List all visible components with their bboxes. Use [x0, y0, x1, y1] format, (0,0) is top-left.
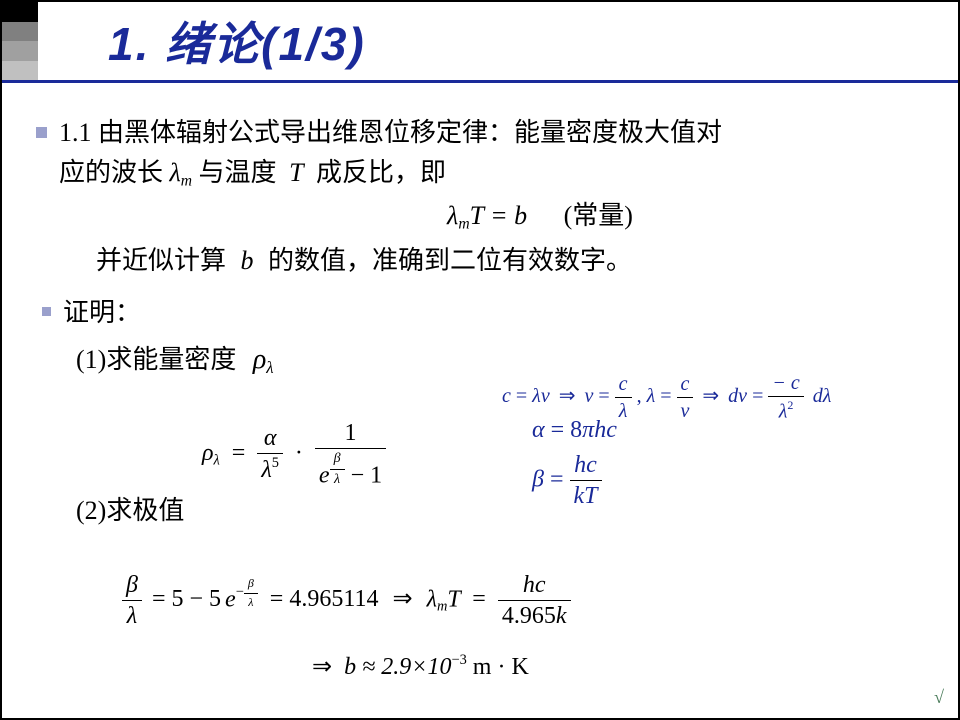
- p1-line2a: 应的波长: [59, 158, 163, 187]
- stripe-3: [2, 41, 38, 61]
- bullet-icon: [42, 307, 51, 316]
- slide: 1. 绪论(1/3) 1.1 由黑体辐射公式导出维恩位移定律：能量密度极大值对 …: [0, 0, 960, 720]
- title-bar: 1. 绪论(1/3): [2, 2, 958, 83]
- eq-alpha-def: α = 8πhc: [532, 417, 617, 444]
- step2-row: (2)求极值: [36, 491, 924, 531]
- eq-cv-relations: c = λv ⇒ v = cλ , λ = cv ⇒ dv = − cλ2 dλ: [502, 372, 831, 422]
- title-stripes: [2, 2, 38, 80]
- sym-b-1: b: [233, 246, 262, 275]
- stripe-4: [2, 61, 38, 81]
- stripe-1: [2, 2, 38, 22]
- p1-line1: 1.1 由黑体辐射公式导出维恩位移定律：能量密度极大值对: [59, 118, 722, 147]
- proof-label: 证明：: [63, 293, 141, 333]
- calc-a: 并近似计算: [96, 246, 226, 275]
- const-label: (常量): [534, 201, 633, 230]
- corner-check-icon: √: [934, 687, 944, 708]
- sym-rho-lambda-1: ρλ: [243, 344, 274, 375]
- proof-row: 证明：: [42, 293, 924, 333]
- eq-b-result: ⇒ b ≈ 2.9×10−3 m · K: [312, 652, 529, 681]
- item-1-1-text: 1.1 由黑体辐射公式导出维恩位移定律：能量密度极大值对 应的波长 λm 与温度…: [59, 113, 722, 194]
- step1-label: (1)求能量密度: [76, 345, 236, 374]
- calc-line: 并近似计算 b 的数值，准确到二位有效数字。: [36, 241, 924, 281]
- bullet-icon: [36, 127, 47, 138]
- step2-label: (2)求极值: [76, 496, 184, 525]
- slide-title: 1. 绪论(1/3): [38, 2, 958, 80]
- sym-lambda-m-1: λm: [170, 158, 193, 187]
- sym-T-1: T: [283, 158, 309, 187]
- slide-body: 1.1 由黑体辐射公式导出维恩位移定律：能量密度极大值对 应的波长 λm 与温度…: [2, 83, 958, 531]
- eq-lmTb: λmT = b: [447, 201, 534, 230]
- calc-b: 的数值，准确到二位有效数字。: [268, 246, 632, 275]
- p1-line2b: 与温度: [199, 158, 277, 187]
- stripe-2: [2, 22, 38, 42]
- eq-beta-def: β = hc kT: [532, 452, 602, 510]
- item-1-1: 1.1 由黑体辐射公式导出维恩位移定律：能量密度极大值对 应的波长 λm 与温度…: [36, 113, 924, 194]
- p1-line2c: 成反比，即: [316, 158, 446, 187]
- eq-extremum: β λ = 5 − 5e−βλ = 4.965114 ⇒ λmT = hc 4.…: [122, 572, 571, 630]
- eq-rho-lambda: ρλ = α λ5 · 1 eβλ − 1: [202, 420, 386, 489]
- eq-wien-law: λmT = b (常量): [36, 196, 924, 237]
